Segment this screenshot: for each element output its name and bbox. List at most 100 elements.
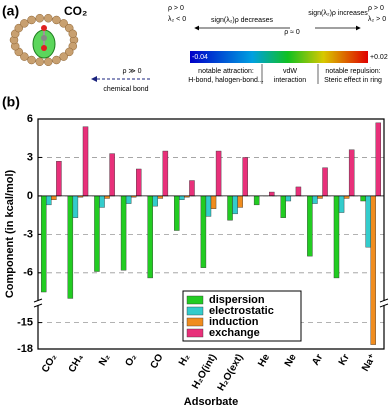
bar — [215, 150, 222, 197]
bead — [64, 47, 74, 57]
region-text: Steric effect in ring — [324, 77, 382, 84]
y-tick-label: -15 — [17, 317, 33, 329]
bar — [72, 195, 79, 218]
ring-illustration — [9, 13, 79, 67]
axis-break — [379, 298, 389, 303]
bar — [333, 195, 340, 279]
bead — [52, 15, 61, 25]
bar — [200, 195, 207, 268]
y-tick-label: 0 — [27, 190, 33, 202]
x-tick-label: Ar — [310, 352, 325, 367]
cond-text: ρ ≈ 0 — [284, 29, 300, 36]
bar — [375, 122, 382, 197]
bar — [348, 149, 355, 197]
bar — [370, 195, 376, 345]
legend-label: electrostatic — [209, 305, 274, 317]
bar-max: +0.02 — [370, 54, 388, 61]
bar — [269, 191, 275, 197]
bead — [27, 55, 36, 65]
legend-label: exchange — [209, 327, 260, 339]
region-text: chemical bond — [103, 86, 148, 93]
region-text: notable attraction: — [198, 68, 254, 75]
bead — [20, 52, 29, 61]
cond-text: ρ ≫ 0 — [122, 68, 141, 75]
legend-label: dispersion — [209, 294, 265, 306]
bar — [152, 195, 158, 207]
trend-text: sign(λ₂)ρ increases — [308, 10, 368, 17]
bead — [20, 19, 29, 28]
bead — [14, 23, 24, 33]
bar — [174, 195, 180, 231]
x-tick-label: Kr — [337, 352, 352, 367]
x-tick-label: He — [256, 352, 272, 369]
legend-swatch — [186, 328, 204, 338]
x-tick-label: CO — [149, 352, 166, 371]
axis-break — [379, 303, 389, 308]
bar — [94, 195, 100, 272]
trend-text: sign(λ₂)ρ decreases — [211, 17, 273, 24]
bar — [162, 150, 169, 197]
bar — [120, 195, 127, 271]
x-tick-label: O₂ — [123, 352, 139, 368]
bar — [179, 195, 185, 200]
bar — [51, 195, 57, 200]
bar — [82, 126, 89, 197]
x-axis-label: Adsorbate — [184, 396, 238, 408]
bar — [295, 186, 302, 197]
cond-text: λ₂ < 0 — [168, 16, 186, 23]
y-tick-label: -18 — [17, 343, 33, 355]
bar — [322, 167, 328, 197]
bar — [109, 153, 115, 197]
bar — [136, 168, 142, 197]
panel-label: (b) — [2, 94, 20, 110]
bar — [280, 195, 286, 218]
x-tick-label: H₂O(int) — [190, 352, 219, 391]
bead — [59, 52, 68, 61]
region-text: H-bond, halogen-bond... — [188, 77, 264, 84]
cond-text: λ₂ > 0 — [368, 16, 386, 23]
bead — [44, 13, 53, 23]
bar — [210, 195, 217, 209]
bar — [307, 195, 313, 257]
region-text: interaction — [274, 77, 306, 84]
panel-label: (a) — [2, 3, 19, 19]
x-tick-label: CO₂ — [40, 352, 59, 374]
x-tick-label: Na⁺ — [360, 352, 379, 373]
bar — [227, 195, 233, 221]
legend-swatch — [186, 317, 204, 327]
x-tick-label: Ne — [283, 352, 299, 369]
color-bar — [190, 51, 368, 63]
bar — [338, 195, 345, 213]
frame — [37, 118, 385, 350]
bar — [232, 195, 238, 215]
legend-swatch — [186, 306, 204, 316]
molecule-label: CO₂ — [64, 4, 87, 18]
bar — [365, 195, 371, 248]
bar — [99, 195, 105, 208]
bar-min: -0.04 — [192, 54, 208, 61]
bar — [312, 195, 318, 204]
x-tick-label: CH₄ — [67, 352, 86, 374]
cond-text: ρ > 0 — [368, 5, 384, 12]
bar — [360, 195, 366, 202]
x-tick-label: H₂O(ext) — [216, 352, 246, 393]
bar — [40, 195, 47, 293]
legend-swatch — [186, 295, 204, 305]
y-axis-label: Component (in kcal/mol) — [4, 169, 16, 298]
bead — [44, 57, 53, 67]
axis-break — [33, 303, 43, 308]
legend-label: induction — [209, 316, 259, 328]
bar — [285, 195, 292, 202]
axis-break — [33, 298, 43, 303]
x-tick-label: N₂ — [97, 352, 112, 368]
bar — [147, 195, 153, 279]
y-tick-label: -6 — [23, 267, 33, 279]
bead — [35, 13, 44, 23]
bar — [242, 157, 248, 197]
cond-text: ρ > 0 — [168, 5, 184, 12]
bead — [59, 19, 68, 28]
bar — [67, 195, 74, 299]
y-tick-label: 3 — [27, 151, 33, 163]
